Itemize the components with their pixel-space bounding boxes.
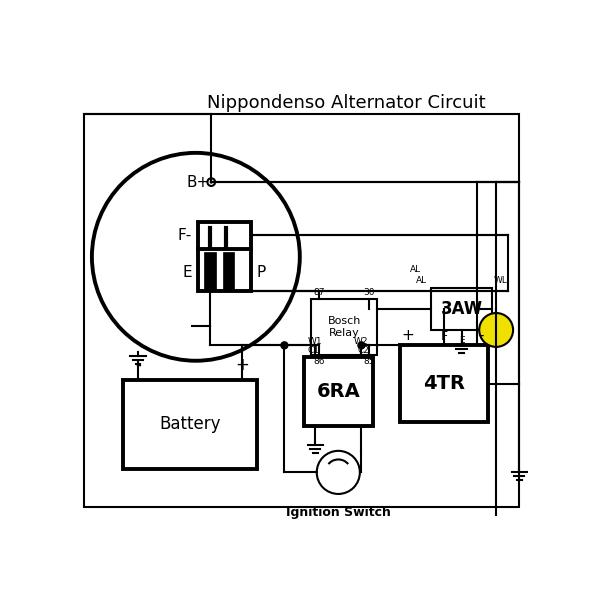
Text: +: + [401, 328, 414, 343]
Text: 6RA: 6RA [316, 382, 360, 401]
Text: Battery: Battery [160, 415, 221, 433]
Circle shape [281, 342, 288, 349]
Text: W2: W2 [354, 337, 368, 346]
Text: Bosch
Relay: Bosch Relay [328, 316, 361, 338]
Bar [223, 252, 235, 292]
Text: Ignition Switch: Ignition Switch [286, 506, 391, 518]
Text: WL: WL [494, 276, 508, 285]
Text: 4TR: 4TR [423, 374, 465, 394]
Text: -: - [135, 356, 141, 374]
Bar [123, 380, 257, 469]
Text: F-: F- [178, 228, 192, 243]
Bar [304, 357, 373, 426]
Text: 86: 86 [314, 357, 325, 366]
Bar [431, 287, 493, 330]
Bar [205, 252, 216, 292]
Circle shape [358, 342, 365, 349]
Text: F: F [440, 330, 448, 343]
Text: C1: C1 [308, 346, 320, 355]
Text: C2: C2 [357, 346, 369, 355]
Text: AL: AL [416, 276, 427, 285]
Circle shape [210, 181, 213, 184]
Text: W1: W1 [308, 337, 323, 346]
Text: 3AW: 3AW [440, 300, 482, 318]
Bar [198, 222, 251, 292]
Text: -: - [478, 328, 484, 343]
Bar [400, 346, 488, 422]
Text: E: E [458, 336, 464, 345]
Text: 30: 30 [363, 288, 374, 297]
Bar [311, 299, 377, 355]
Circle shape [479, 313, 513, 347]
Bar [84, 115, 519, 507]
Text: B+: B+ [187, 175, 210, 190]
Text: +: + [235, 356, 249, 374]
Text: AL: AL [410, 265, 421, 274]
Text: E: E [182, 265, 192, 280]
Text: Nippondenso Alternator Circuit: Nippondenso Alternator Circuit [206, 94, 485, 112]
Text: 87: 87 [314, 288, 325, 297]
Text: P: P [257, 265, 266, 280]
Text: 85: 85 [363, 357, 374, 366]
